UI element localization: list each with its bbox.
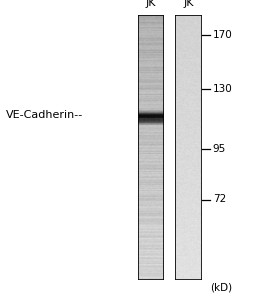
Text: (kD): (kD): [210, 283, 232, 293]
Text: JK: JK: [183, 0, 193, 8]
Text: 170: 170: [213, 29, 233, 40]
Text: 95: 95: [213, 143, 226, 154]
Text: 130: 130: [213, 83, 233, 94]
Text: JK: JK: [145, 0, 156, 8]
Text: VE-Cadherin--: VE-Cadherin--: [5, 110, 83, 121]
Text: 72: 72: [213, 194, 226, 205]
